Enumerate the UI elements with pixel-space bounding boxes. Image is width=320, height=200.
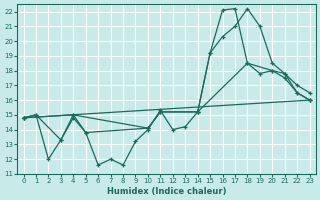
X-axis label: Humidex (Indice chaleur): Humidex (Indice chaleur)	[107, 187, 226, 196]
